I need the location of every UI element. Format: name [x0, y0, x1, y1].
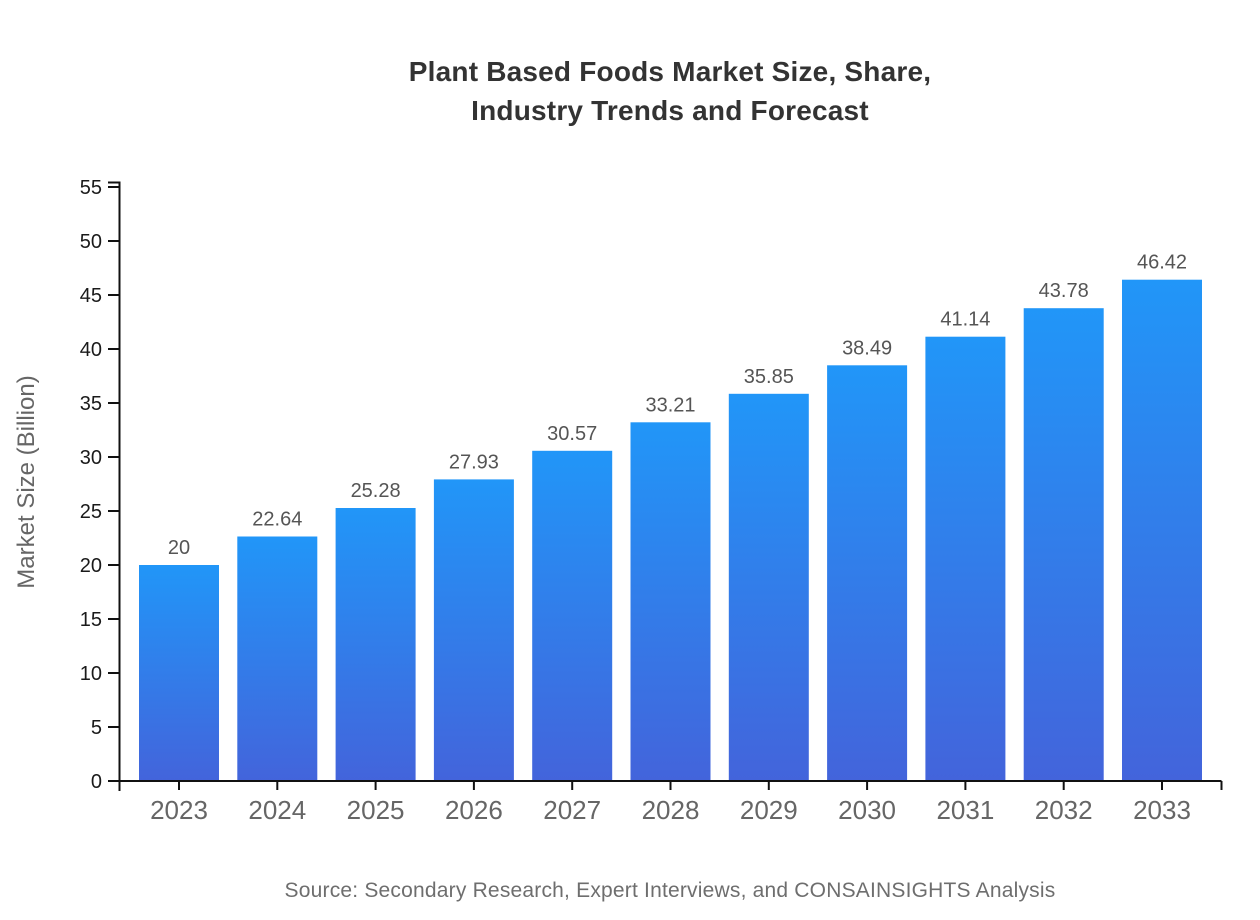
x-tick-label: 2028	[642, 795, 700, 825]
bar-value-label: 27.93	[449, 451, 499, 473]
y-tick-label: 40	[80, 339, 102, 361]
bar-2027	[532, 450, 613, 781]
y-tick-label: 35	[80, 393, 102, 415]
bar-value-label: 22.64	[252, 509, 302, 531]
x-tick-label: 2032	[1035, 795, 1093, 825]
bar-value-label: 35.85	[744, 366, 794, 388]
chart-title-line2: Industry Trends and Forecast	[471, 95, 869, 126]
bar-value-label: 20	[168, 537, 190, 559]
bar-2030	[827, 365, 908, 781]
x-tick-label: 2023	[150, 795, 208, 825]
bar-2031	[925, 336, 1006, 781]
bar-value-label: 46.42	[1137, 252, 1187, 274]
bar-2026	[433, 479, 514, 781]
y-tick-label: 30	[80, 447, 102, 469]
bar-2025	[335, 508, 416, 781]
y-tick-label: 55	[80, 177, 102, 199]
source-note: Source: Secondary Research, Expert Inter…	[284, 879, 1056, 902]
y-tick-label: 5	[91, 717, 102, 739]
bar-value-label: 30.57	[547, 423, 597, 445]
x-tick-label: 2024	[248, 795, 306, 825]
y-tick-label: 25	[80, 501, 102, 523]
bar-value-label: 43.78	[1039, 280, 1089, 302]
x-tick-label: 2030	[838, 795, 896, 825]
y-tick-label: 15	[80, 609, 102, 631]
bar-2024	[237, 536, 318, 781]
x-tick-label: 2031	[936, 795, 994, 825]
x-tick-label: 2027	[543, 795, 601, 825]
chart-title-line1: Plant Based Foods Market Size, Share,	[408, 56, 932, 87]
y-axis-title: Market Size (Billion)	[13, 375, 40, 588]
bar-value-label: 25.28	[351, 480, 401, 502]
bar-value-label: 38.49	[842, 337, 892, 359]
bar-value-label: 41.14	[940, 309, 990, 331]
y-tick-label: 20	[80, 555, 102, 577]
bar-2033	[1122, 279, 1202, 781]
y-tick-label: 45	[80, 285, 102, 307]
bar-value-label: 33.21	[645, 394, 695, 416]
x-tick-label: 2029	[740, 795, 798, 825]
chart-title: Plant Based Foods Market Size, Share, In…	[80, 52, 1260, 130]
bar-2028	[630, 422, 711, 781]
y-tick-label: 10	[80, 663, 102, 685]
x-tick-label: 2025	[347, 795, 405, 825]
y-tick-label: 0	[91, 771, 102, 793]
bar-2032	[1023, 308, 1104, 781]
x-tick-label: 2033	[1133, 795, 1191, 825]
bar-2029	[728, 393, 809, 781]
y-tick-label: 50	[80, 231, 102, 253]
x-tick-label: 2026	[445, 795, 503, 825]
bar-2023	[139, 565, 219, 781]
